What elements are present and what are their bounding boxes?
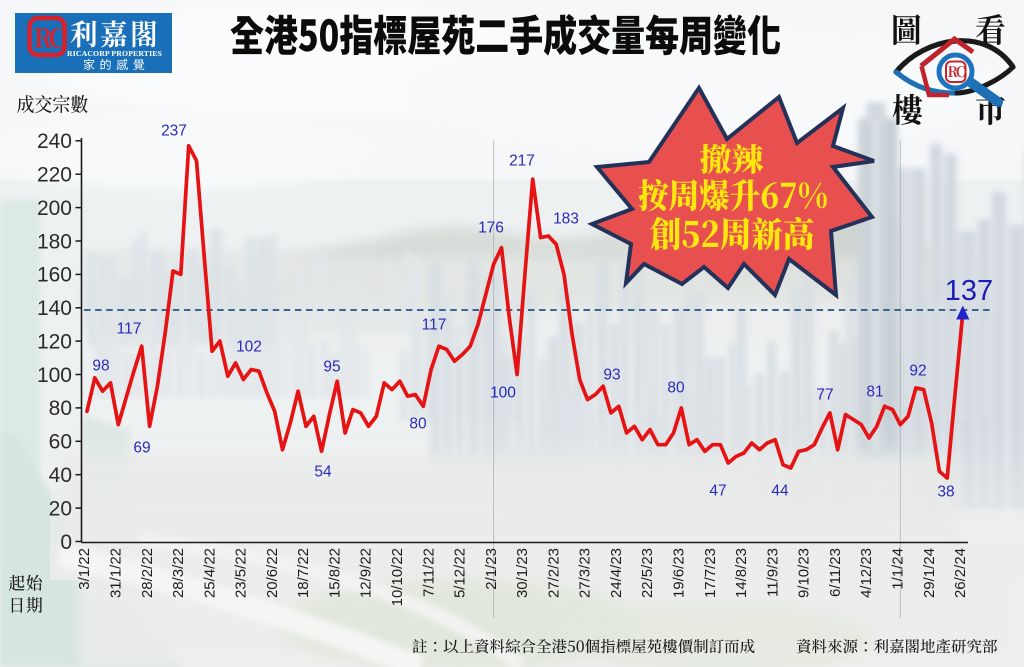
- svg-text:100: 100: [37, 364, 72, 387]
- svg-text:30/1/23: 30/1/23: [514, 548, 531, 598]
- svg-text:11/9/23: 11/9/23: [764, 548, 781, 597]
- svg-text:24/4/23: 24/4/23: [608, 548, 625, 598]
- svg-text:22/5/23: 22/5/23: [639, 548, 656, 598]
- svg-text:220: 220: [37, 164, 72, 187]
- svg-text:3/1/22: 3/1/22: [76, 548, 93, 590]
- svg-text:20/6/22: 20/6/22: [264, 548, 281, 598]
- svg-text:54: 54: [314, 464, 332, 481]
- svg-text:237: 237: [161, 123, 187, 140]
- svg-text:183: 183: [553, 211, 579, 228]
- svg-text:31/1/22: 31/1/22: [108, 548, 125, 598]
- svg-text:160: 160: [37, 264, 72, 287]
- svg-text:60: 60: [49, 431, 72, 454]
- svg-text:100: 100: [490, 385, 516, 402]
- svg-text:28/2/22: 28/2/22: [139, 548, 156, 598]
- svg-text:80: 80: [49, 397, 72, 420]
- svg-text:117: 117: [117, 321, 142, 338]
- svg-text:9/10/23: 9/10/23: [796, 548, 813, 598]
- svg-text:240: 240: [37, 130, 72, 153]
- svg-text:47: 47: [709, 483, 726, 500]
- svg-text:14/8/23: 14/8/23: [733, 548, 750, 598]
- svg-text:180: 180: [37, 230, 72, 253]
- svg-text:80: 80: [409, 416, 427, 433]
- svg-text:15/8/22: 15/8/22: [326, 548, 343, 598]
- svg-text:28/3/22: 28/3/22: [170, 548, 187, 598]
- svg-text:10/10/22: 10/10/22: [389, 548, 406, 606]
- svg-text:95: 95: [323, 359, 340, 376]
- svg-text:40: 40: [49, 464, 72, 487]
- svg-text:26/2/24: 26/2/24: [952, 548, 969, 598]
- svg-text:69: 69: [133, 440, 150, 457]
- svg-text:217: 217: [509, 153, 535, 170]
- svg-text:4/12/23: 4/12/23: [858, 548, 875, 598]
- svg-text:137: 137: [945, 275, 993, 307]
- svg-text:77: 77: [816, 387, 833, 404]
- svg-text:18/7/22: 18/7/22: [295, 548, 312, 598]
- svg-text:44: 44: [771, 483, 789, 500]
- svg-text:117: 117: [422, 317, 447, 334]
- svg-text:80: 80: [667, 380, 685, 397]
- svg-text:23/5/22: 23/5/22: [233, 548, 250, 598]
- svg-text:81: 81: [866, 384, 883, 401]
- svg-text:2/1/23: 2/1/23: [483, 548, 500, 590]
- svg-text:12/9/22: 12/9/22: [358, 548, 375, 598]
- svg-text:7/11/22: 7/11/22: [420, 548, 437, 597]
- svg-text:140: 140: [37, 297, 72, 320]
- svg-text:120: 120: [37, 330, 72, 353]
- svg-text:176: 176: [478, 220, 504, 237]
- svg-text:0: 0: [60, 531, 72, 554]
- svg-text:25/4/22: 25/4/22: [201, 548, 218, 598]
- svg-text:19/6/23: 19/6/23: [671, 548, 688, 598]
- svg-text:27/3/23: 27/3/23: [577, 548, 594, 598]
- svg-text:RICACORP PROPERTIES: RICACORP PROPERTIES: [67, 49, 162, 58]
- svg-text:5/12/22: 5/12/22: [452, 548, 469, 598]
- svg-text:92: 92: [909, 363, 926, 380]
- svg-text:29/1/24: 29/1/24: [921, 548, 938, 598]
- svg-text:98: 98: [92, 358, 109, 375]
- svg-text:102: 102: [236, 339, 262, 356]
- svg-text:200: 200: [37, 197, 72, 220]
- svg-text:38: 38: [937, 484, 954, 501]
- svg-text:1/1/24: 1/1/24: [890, 548, 907, 590]
- svg-text:6/11/23: 6/11/23: [827, 548, 844, 597]
- svg-text:27/2/23: 27/2/23: [545, 548, 562, 598]
- svg-text:93: 93: [603, 367, 620, 384]
- svg-text:17/7/23: 17/7/23: [702, 548, 719, 598]
- svg-text:20: 20: [49, 497, 72, 520]
